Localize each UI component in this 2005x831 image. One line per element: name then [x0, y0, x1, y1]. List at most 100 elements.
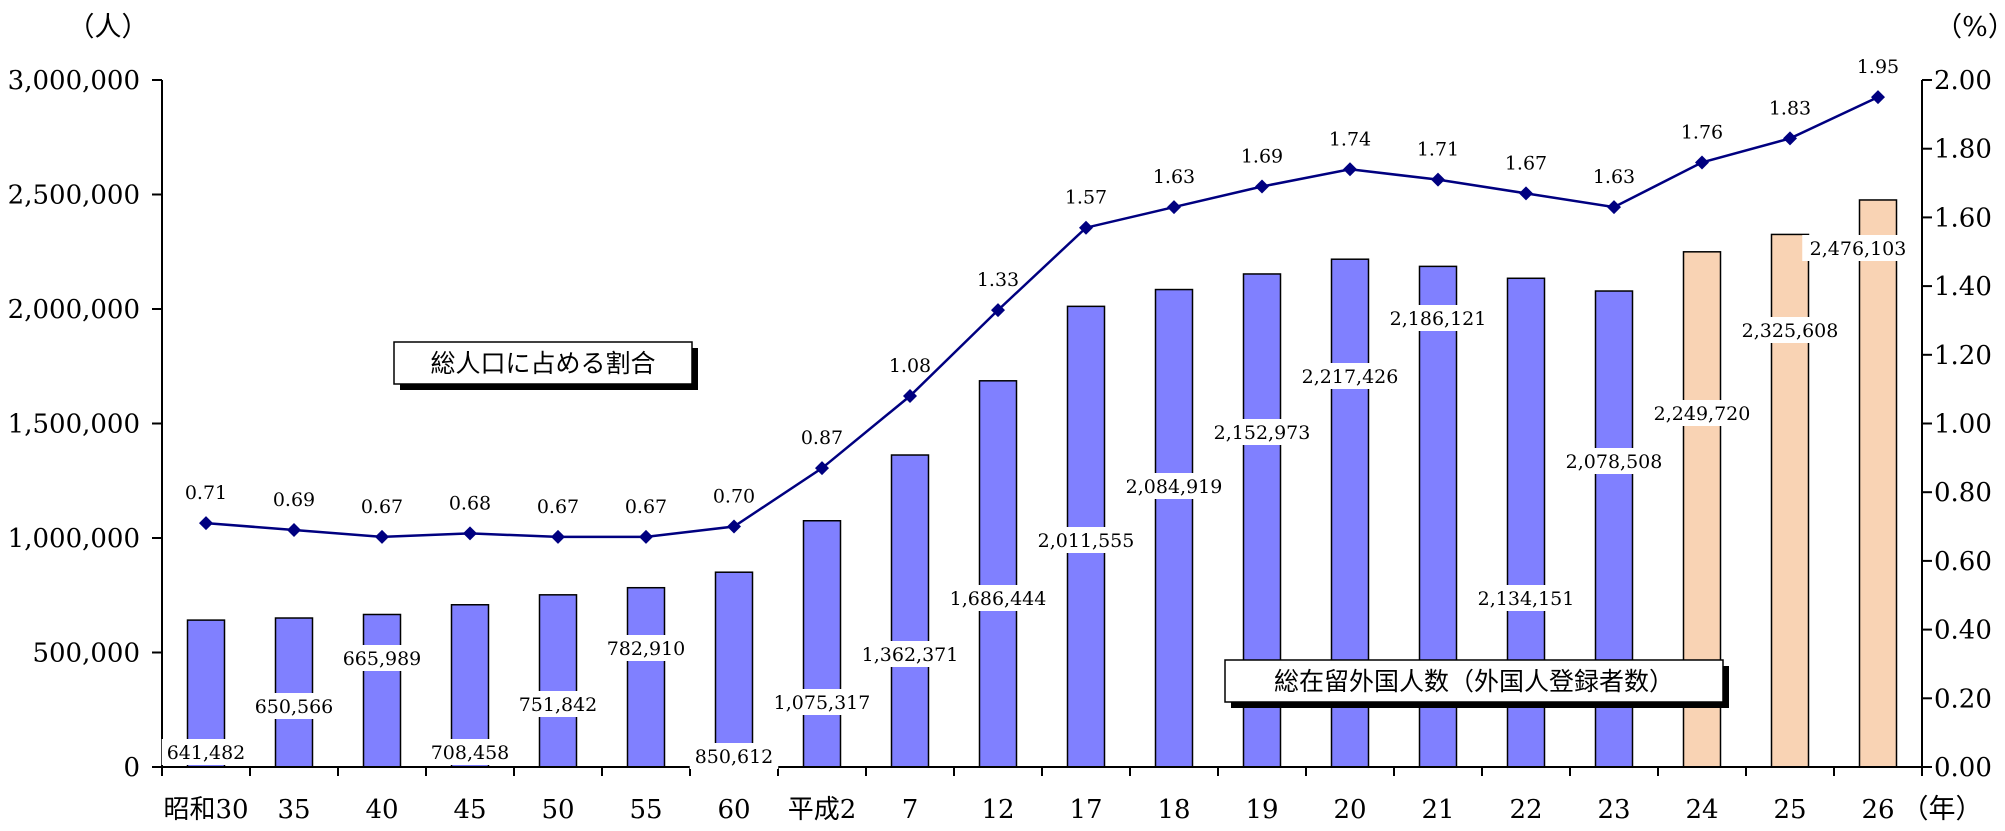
x-tick-label: 26: [1861, 795, 1894, 825]
ratio-label: 0.71: [185, 482, 227, 504]
x-tick-label: 40: [365, 795, 398, 825]
bar-label: 2,084,919: [1126, 476, 1223, 498]
left-tick-label: 500,000: [32, 639, 140, 669]
bar-label-bg: [689, 743, 779, 769]
ratio-marker: [287, 522, 301, 537]
ratio-line: [199, 90, 1885, 544]
bar-label: 782,910: [607, 638, 686, 660]
left-tick-label: 0: [123, 753, 140, 783]
ratio-label: 0.67: [537, 496, 579, 518]
x-tick-label: 25: [1773, 795, 1806, 825]
left-tick-label: 2,500,000: [8, 181, 140, 211]
bar-label: 2,134,151: [1478, 588, 1575, 610]
bar-label: 665,989: [343, 648, 422, 670]
left-axis-unit: （人）: [68, 12, 149, 43]
bar-label-bg: [1802, 235, 1914, 261]
x-tick-label: 45: [453, 795, 486, 825]
bar-label: 2,476,103: [1810, 238, 1907, 260]
bar-label-bg: [1294, 363, 1406, 389]
bar: [1770, 233, 1810, 768]
ratio-marker: [1343, 162, 1357, 177]
x-tick-label: 17: [1069, 795, 1102, 825]
bar-label: 2,325,608: [1742, 320, 1839, 342]
right-tick-label: 1.40: [1934, 272, 1992, 302]
ratio-marker: [815, 461, 829, 476]
bar-label: 708,458: [431, 742, 510, 764]
bar-label: 650,566: [255, 696, 334, 718]
bar-label: 850,612: [695, 746, 774, 768]
bar-label-bg: [854, 641, 966, 667]
bar-label-bg: [425, 739, 515, 765]
bar-label-bg: [1030, 527, 1142, 553]
ratio-label: 0.67: [625, 496, 667, 518]
bar-label: 2,249,720: [1654, 403, 1751, 425]
right-tick-label: 1.80: [1934, 135, 1992, 165]
ratio-marker: [199, 516, 213, 531]
ratio-label: 1.71: [1417, 139, 1459, 161]
bar-label-bg: [766, 689, 878, 715]
right-axis-unit: （%）: [1935, 12, 2005, 43]
bar-callout-label: 総在留外国人数（外国人登録者数）: [1274, 667, 1674, 696]
right-tick-label: 0.80: [1934, 478, 1992, 508]
bar: [1858, 199, 1898, 768]
x-axis-ticks: 昭和30 35 40 45 50 55 60 平成2 7 12 17 18 19 20 21 22 23 24 25…: [161, 767, 1923, 825]
bar-label-bg: [1382, 305, 1494, 331]
ratio-marker: [903, 389, 917, 404]
x-tick-label: 平成2: [788, 795, 857, 825]
right-tick-label: 1.20: [1934, 341, 1992, 371]
line-callout: 総人口に占める割合: [393, 341, 698, 390]
ratio-label: 1.33: [977, 269, 1019, 291]
ratio-marker: [1783, 131, 1797, 146]
line-callout-label: 総人口に占める割合: [430, 349, 655, 378]
x-tick-label: 21: [1421, 795, 1454, 825]
right-tick-label: 1.60: [1934, 203, 1992, 233]
ratio-marker: [991, 303, 1005, 318]
bar: [274, 617, 314, 768]
ratio-marker: [1167, 200, 1181, 215]
ratio-marker: [639, 529, 653, 544]
ratio-marker: [463, 526, 477, 541]
bar-callout: 総在留外国人数（外国人登録者数）: [1224, 659, 1729, 708]
x-tick-label: 55: [629, 795, 662, 825]
ratio-marker: [1607, 200, 1621, 215]
ratio-marker: [1431, 172, 1445, 187]
bar-label-bg: [1558, 448, 1670, 474]
ratio-label: 0.70: [713, 486, 755, 508]
ratio-label: 1.95: [1857, 56, 1899, 78]
ratio-label: 1.63: [1593, 166, 1635, 188]
bar: [978, 380, 1018, 768]
left-tick-label: 3,000,000: [8, 66, 140, 96]
bar-label: 2,011,555: [1038, 530, 1135, 552]
x-tick-label: 18: [1157, 795, 1190, 825]
bar-label: 641,482: [167, 742, 246, 764]
ratio-marker: [1519, 186, 1533, 201]
bar-label-bg: [249, 693, 339, 719]
right-tick-label: 0.40: [1934, 616, 1992, 646]
bar: [1154, 288, 1194, 768]
bar-label: 2,217,426: [1302, 366, 1399, 388]
bar-label-bg: [513, 691, 603, 717]
bar: [538, 594, 578, 768]
bar-label: 1,075,317: [774, 692, 871, 714]
ratio-polyline: [205, 96, 1879, 539]
x-tick-label: 23: [1597, 795, 1630, 825]
x-tick-label: 60: [717, 795, 750, 825]
bar-label-bg: [161, 739, 251, 765]
x-tick-label: 7: [902, 795, 919, 825]
left-tick-label: 2,000,000: [8, 295, 140, 325]
ratio-label: 0.68: [449, 492, 491, 514]
ratio-label: 1.69: [1241, 145, 1283, 167]
bars: [186, 199, 1898, 768]
bar-label-bg: [942, 585, 1054, 611]
x-tick-label: 12: [981, 795, 1014, 825]
x-tick-label: 35: [277, 795, 310, 825]
bar-labels: 641,482 650,566 665,989 708,458 751,842 782,9…: [161, 235, 1914, 769]
ratio-label: 1.08: [889, 355, 931, 377]
right-tick-label: 1.00: [1934, 410, 1992, 440]
ratio-label: 1.57: [1065, 187, 1107, 209]
ratio-marker: [1255, 179, 1269, 194]
bar: [626, 586, 666, 768]
ratio-label: 1.74: [1329, 128, 1371, 150]
x-tick-label: 20: [1333, 795, 1366, 825]
